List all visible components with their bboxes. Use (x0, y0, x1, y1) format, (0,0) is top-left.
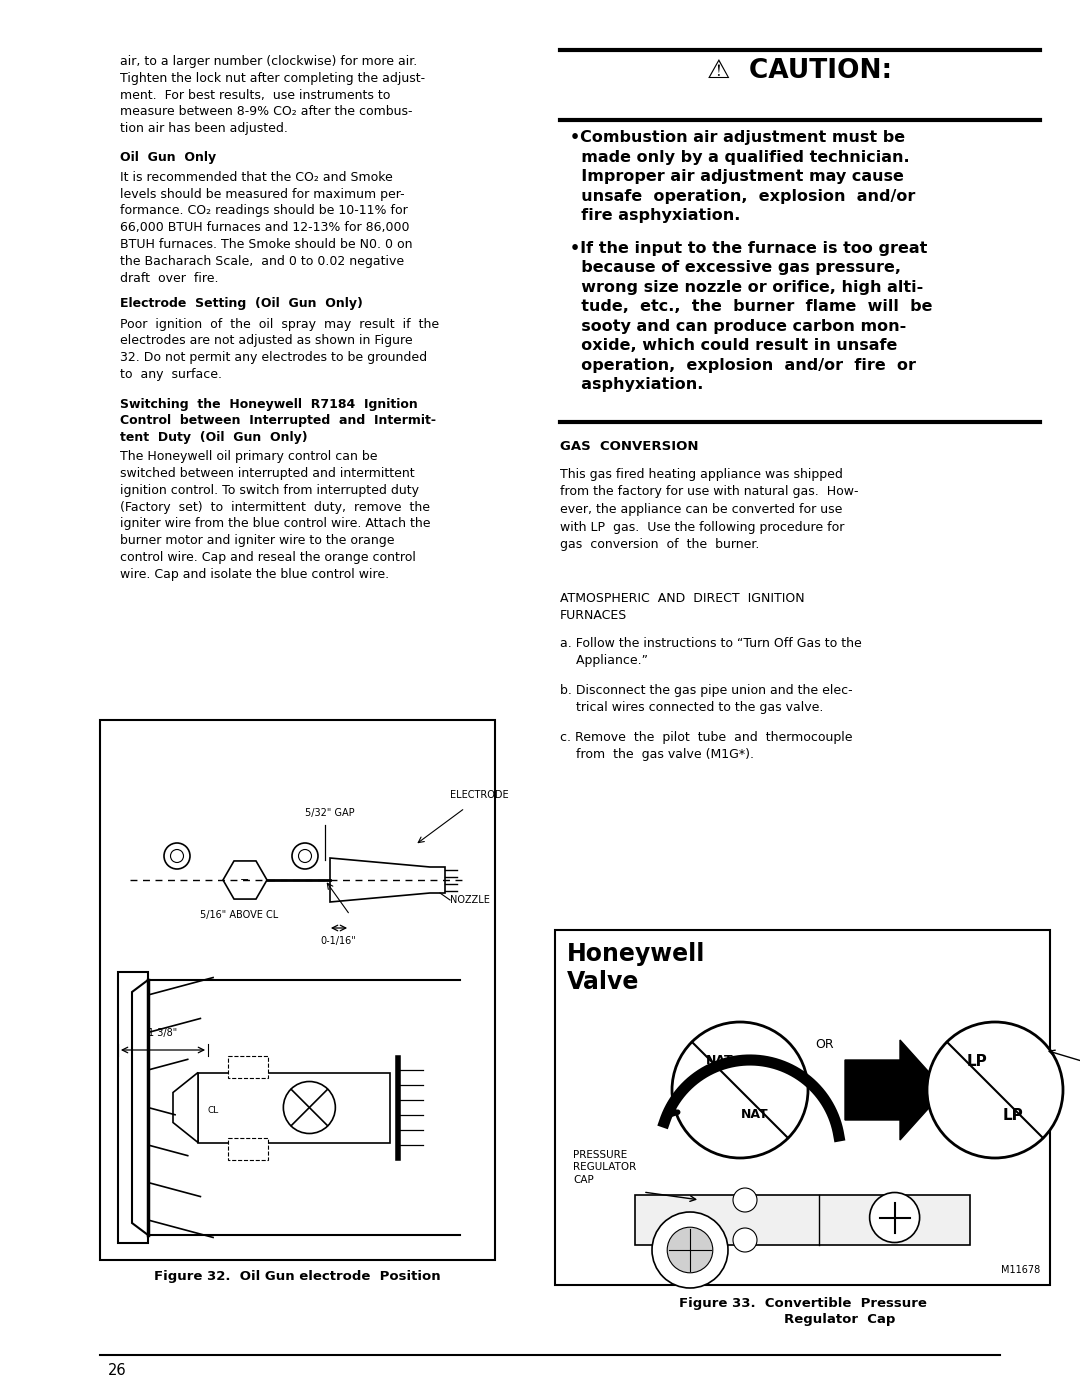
Polygon shape (118, 972, 148, 1243)
Text: a. Follow the instructions to “Turn Off Gas to the
    Appliance.”: a. Follow the instructions to “Turn Off … (561, 637, 862, 666)
Text: Honeywell
Valve: Honeywell Valve (567, 942, 705, 993)
Text: 26: 26 (108, 1363, 126, 1377)
Circle shape (672, 1023, 808, 1158)
Text: OR: OR (815, 1038, 835, 1052)
Text: Poor  ignition  of  the  oil  spray  may  result  if  the
electrodes are not adj: Poor ignition of the oil spray may resul… (120, 317, 440, 381)
Circle shape (652, 1213, 728, 1288)
Circle shape (869, 1193, 920, 1242)
Text: −: − (241, 875, 249, 886)
Text: Electrode  Setting  (Oil  Gun  Only): Electrode Setting (Oil Gun Only) (120, 298, 363, 310)
Text: air, to a larger number (clockwise) for more air.
Tighten the lock nut after com: air, to a larger number (clockwise) for … (120, 54, 426, 136)
Text: PRESSURE
REGULATOR
CAP: PRESSURE REGULATOR CAP (573, 1150, 636, 1185)
Text: NAT: NAT (741, 1108, 769, 1122)
Text: It is recommended that the CO₂ and Smoke
levels should be measured for maximum p: It is recommended that the CO₂ and Smoke… (120, 170, 413, 285)
Circle shape (733, 1228, 757, 1252)
Text: Figure 33.  Convertible  Pressure
                Regulator  Cap: Figure 33. Convertible Pressure Regulato… (678, 1296, 927, 1327)
Text: GAS  CONVERSION: GAS CONVERSION (561, 440, 699, 453)
Text: •If the input to the furnace is too great
  because of excessive gas pressure,
 : •If the input to the furnace is too grea… (570, 240, 932, 393)
Text: NOZZLE: NOZZLE (450, 895, 490, 905)
Circle shape (171, 849, 184, 862)
Circle shape (298, 849, 311, 862)
Circle shape (164, 842, 190, 869)
Bar (228, 1056, 268, 1077)
Text: LP: LP (967, 1055, 987, 1070)
Text: c. Remove  the  pilot  tube  and  thermocouple
    from  the  gas valve (M1G*).: c. Remove the pilot tube and thermocoupl… (561, 731, 852, 760)
Text: NAT: NAT (706, 1053, 733, 1066)
Text: CL: CL (208, 1106, 219, 1115)
Text: The Honeywell oil primary control can be
switched between interrupted and interm: The Honeywell oil primary control can be… (120, 450, 431, 581)
Bar (198, 1073, 390, 1143)
Text: 5/32" GAP: 5/32" GAP (306, 807, 355, 819)
Text: Switching  the  Honeywell  R7184  Ignition
Control  between  Interrupted  and  I: Switching the Honeywell R7184 Ignition C… (120, 398, 436, 444)
Text: ⚠  CAUTION:: ⚠ CAUTION: (707, 59, 892, 84)
Text: b. Disconnect the gas pipe union and the elec-
    trical wires connected to the: b. Disconnect the gas pipe union and the… (561, 685, 852, 714)
Text: M11678: M11678 (1001, 1266, 1040, 1275)
Polygon shape (845, 1039, 945, 1140)
Text: Oil  Gun  Only: Oil Gun Only (120, 151, 216, 163)
Circle shape (292, 842, 318, 869)
Text: ELECTRODE: ELECTRODE (450, 789, 509, 800)
Text: LP: LP (1002, 1108, 1024, 1123)
Text: ATMOSPHERIC  AND  DIRECT  IGNITION
FURNACES: ATMOSPHERIC AND DIRECT IGNITION FURNACES (561, 592, 805, 622)
Circle shape (927, 1023, 1063, 1158)
Polygon shape (173, 1073, 198, 1143)
Text: Figure 32.  Oil Gun electrode  Position: Figure 32. Oil Gun electrode Position (153, 1270, 441, 1282)
Polygon shape (222, 861, 267, 900)
Bar (635, 1194, 970, 1245)
Text: •Combustion air adjustment must be
  made only by a qualified technician.
  Impr: •Combustion air adjustment must be made … (570, 130, 916, 224)
Text: 0-1/16": 0-1/16" (320, 936, 355, 946)
Circle shape (667, 1227, 713, 1273)
Text: This gas fired heating appliance was shipped
from the factory for use with natur: This gas fired heating appliance was shi… (561, 468, 859, 550)
Circle shape (733, 1187, 757, 1213)
Bar (555, 930, 1050, 1285)
Text: 1 3/8": 1 3/8" (148, 1028, 177, 1038)
Circle shape (283, 1081, 336, 1133)
Bar (228, 1137, 268, 1160)
Text: 5/16" ABOVE CL: 5/16" ABOVE CL (200, 909, 279, 921)
Polygon shape (330, 858, 445, 902)
Bar (100, 719, 495, 1260)
